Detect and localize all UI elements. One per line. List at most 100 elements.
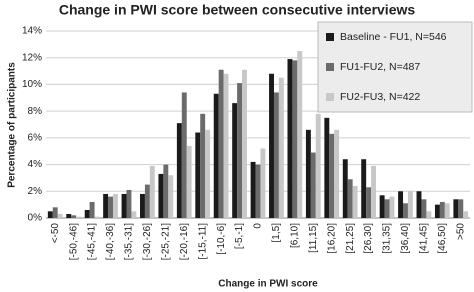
x-tick-label: [-25,-21] (160, 223, 171, 260)
bar (112, 193, 118, 218)
bar (250, 161, 256, 218)
bar (94, 216, 100, 218)
bar (76, 216, 82, 218)
bar (434, 204, 440, 218)
bar (223, 73, 229, 218)
y-tick-label: 0% (28, 213, 43, 224)
bar (416, 191, 422, 218)
bar (384, 199, 390, 218)
x-tick-label: 0 (253, 223, 264, 229)
x-tick-label: [-5,-1] (234, 223, 245, 249)
bar (168, 175, 174, 218)
bar (121, 193, 127, 218)
x-tick-label: [-10,-6] (216, 223, 227, 255)
bar (237, 83, 243, 218)
bar (176, 123, 182, 218)
legend-box (317, 21, 473, 113)
bar (273, 92, 279, 218)
bar (463, 211, 469, 218)
legend-swatch (326, 33, 334, 41)
x-tick-label: [-20,-16] (179, 223, 190, 260)
bar (453, 199, 459, 218)
bar (292, 60, 298, 219)
bar (89, 201, 95, 218)
x-tick-label: [1,5] (271, 223, 282, 243)
legend-swatch (326, 93, 334, 101)
x-axis-title: Change in PWI score (218, 279, 318, 290)
bar (403, 203, 408, 218)
bar (242, 69, 247, 218)
x-tick-label: <-50 (50, 223, 61, 244)
bar (232, 103, 238, 218)
x-tick-label: [41,45] (419, 223, 430, 254)
legend-label: FU2-FU3, N=422 (340, 91, 420, 103)
x-tick-label: [-30,-26] (142, 223, 153, 260)
x-tick-label: [26,30] (363, 223, 374, 254)
bar (287, 59, 293, 218)
x-tick-label: >50 (455, 223, 466, 240)
bar (398, 191, 404, 218)
bar (315, 113, 321, 218)
bar (195, 132, 201, 218)
bar (144, 184, 150, 218)
bar (329, 133, 335, 218)
x-tick-label: [6,10] (290, 223, 301, 248)
bar (444, 203, 450, 218)
bar (310, 152, 316, 218)
x-tick-label: [-50,-46] (68, 223, 79, 260)
bar (140, 193, 145, 218)
chart-title: Change in PWI score between consecutive … (59, 2, 416, 18)
bar (84, 209, 90, 218)
bar (126, 189, 132, 218)
bar (71, 215, 77, 218)
x-tick-label: [-45,-41] (87, 223, 98, 260)
bar (163, 164, 169, 218)
bar (158, 173, 164, 218)
legend-label: FU1-FU2, N=487 (340, 61, 420, 73)
bar (389, 196, 395, 218)
x-tick-label: [36,40] (400, 223, 411, 254)
x-tick-label: [11,15] (308, 223, 319, 253)
bar (131, 211, 137, 218)
y-tick-label: 8% (28, 106, 43, 117)
bar (439, 201, 445, 218)
bar (458, 199, 464, 218)
bar (278, 77, 284, 218)
y-tick-label: 14% (22, 26, 42, 37)
bar (305, 129, 311, 218)
bar (108, 196, 113, 218)
bar (205, 129, 211, 218)
x-tick-label: [21,25] (345, 223, 356, 254)
bar (334, 129, 340, 218)
x-tick-label: [-35,-31] (124, 223, 135, 260)
bar (297, 51, 303, 219)
bar (421, 199, 427, 218)
bar (47, 211, 53, 218)
x-tick-label: [31,35] (382, 223, 393, 254)
bar (347, 179, 353, 218)
x-tick-label: [16,20] (326, 223, 337, 254)
y-axis-title: Percentage of participants (7, 62, 18, 188)
bar (200, 113, 206, 218)
bar (361, 159, 367, 218)
bar (407, 191, 413, 218)
bar (324, 117, 330, 218)
x-tick-label: [-40,-36] (105, 223, 116, 260)
y-tick-label: 12% (22, 52, 42, 63)
legend-label: Baseline - FU1, N=546 (340, 31, 447, 43)
y-tick-label: 2% (28, 186, 43, 197)
bar (57, 213, 63, 218)
y-tick-label: 10% (22, 79, 42, 90)
bar (66, 213, 72, 218)
bar (213, 93, 219, 218)
bar (342, 159, 348, 218)
x-tick-label: [46,50] (437, 223, 448, 254)
y-tick-label: 4% (28, 159, 43, 170)
bar (149, 165, 155, 218)
bar (52, 207, 58, 218)
bar (379, 195, 385, 218)
bar (186, 145, 192, 218)
bar (371, 165, 376, 218)
